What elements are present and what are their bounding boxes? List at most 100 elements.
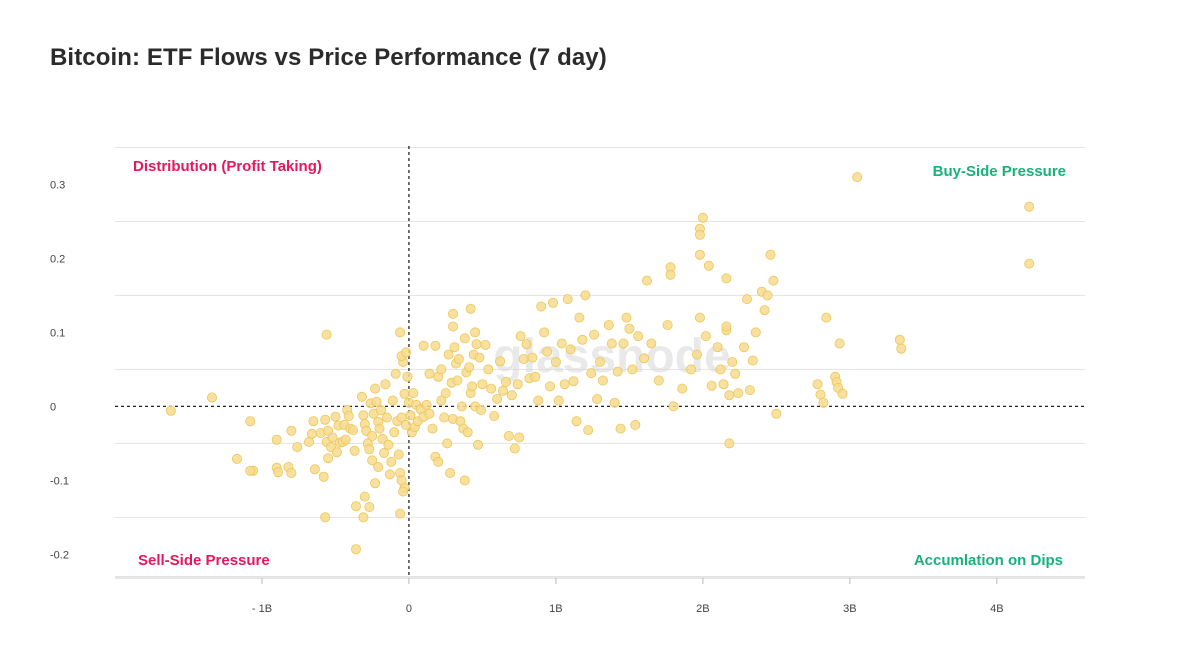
data-point [384,469,395,480]
data-point [703,260,714,271]
data-point [733,388,744,399]
data-point [662,319,673,330]
data-point [386,456,397,467]
data-point [1024,258,1035,269]
data-point [747,355,758,366]
data-point [370,383,381,394]
data-point [433,456,444,467]
data-point [321,329,332,340]
data-point [480,339,491,350]
data-point [330,411,341,422]
y-tick-label: 0 [50,401,56,413]
data-point [559,379,570,390]
data-point [545,381,556,392]
data-point [694,249,705,260]
data-point [436,364,447,375]
data-point [694,229,705,240]
data-point [349,445,360,456]
data-point [320,512,331,523]
quadrant-label-bottom-left: Sell-Side Pressure [138,552,270,569]
data-point [618,338,629,349]
data-point [762,290,773,301]
data-point [518,353,529,364]
data-point [395,508,406,519]
data-point [606,338,617,349]
data-point [245,465,256,476]
x-tick-label: 2B [696,603,709,615]
data-point [447,308,458,319]
y-axis: 0.3 0.2 0.1 0 -0.1 -0.2 [50,179,69,561]
data-point [568,376,579,387]
data-point [318,471,329,482]
data-point [165,405,176,416]
data-point [424,368,435,379]
data-point [503,430,514,441]
x-tick-label: - 1B [252,603,272,615]
x-tick-label: 0 [406,603,412,615]
data-point [639,353,650,364]
quadrant-label-top-right: Buy-Side Pressure [933,163,1066,180]
data-point [730,368,741,379]
data-point [320,414,331,425]
data-point [642,275,653,286]
data-point [373,461,384,472]
data-point [577,334,588,345]
data-point [359,491,370,502]
data-point [896,343,907,354]
data-point [370,478,381,489]
x-axis: - 1B 0 1B 2B 3B 4B [252,578,1004,615]
data-point [615,423,626,434]
data-point [477,379,488,390]
data-point [595,356,606,367]
data-point [367,430,378,441]
data-point [286,425,297,436]
data-point [398,486,409,497]
data-point [536,301,547,312]
data-point [500,376,511,387]
data-point [390,368,401,379]
data-point [609,397,620,408]
data-point [424,408,435,419]
data-point [459,475,470,486]
quadrant-label-bottom-right: Accumlation on Dips [914,552,1063,569]
data-point [624,323,635,334]
data-point [686,364,697,375]
data-point [759,305,770,316]
data-point [464,362,475,373]
data-point [350,501,361,512]
data-point [894,334,905,345]
data-point [744,385,755,396]
data-point [550,356,561,367]
data-point [586,368,597,379]
data-point [443,349,454,360]
data-point [472,439,483,450]
data-point [380,379,391,390]
data-point [350,544,361,555]
data-point [506,390,517,401]
data-point [694,312,705,323]
data-point [436,395,447,406]
data-point [231,453,242,464]
data-point [668,401,679,412]
data-point [327,432,338,443]
data-point [715,364,726,375]
data-point [273,467,284,478]
data-point [306,428,317,439]
data-point [470,327,481,338]
data-point [467,381,478,392]
data-point [768,275,779,286]
data-point [589,329,600,340]
data-point [308,416,319,427]
data-point [527,352,538,363]
data-point [475,405,486,416]
data-point [286,467,297,478]
data-points [165,172,1035,555]
data-point [852,172,863,183]
data-point [724,438,735,449]
data-point [395,327,406,338]
data-point [367,455,378,466]
data-point [378,447,389,458]
data-point [371,396,382,407]
data-point [721,321,732,332]
